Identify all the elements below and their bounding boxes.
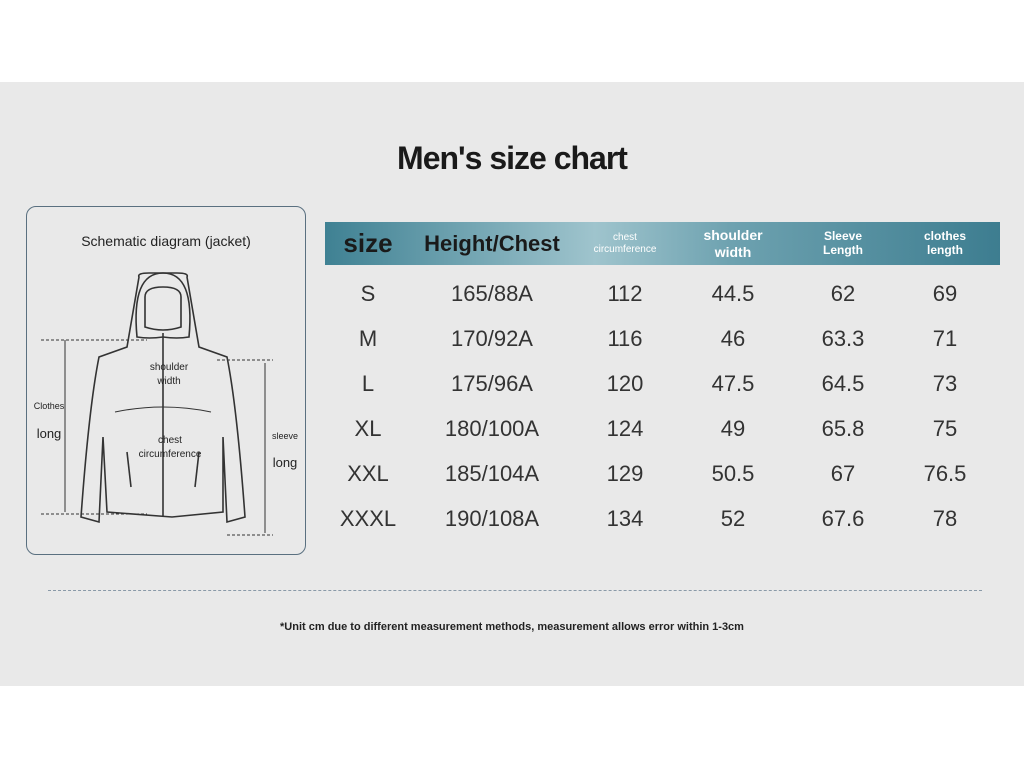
table-cell: S	[360, 281, 376, 306]
column-header: size	[343, 227, 393, 258]
table-cell: 185/104A	[444, 461, 540, 486]
title: Men's size chart	[397, 140, 628, 176]
sleeve-label: sleeve	[271, 431, 298, 441]
table-cell: 52	[720, 506, 746, 531]
table-cell: 47.5	[711, 371, 755, 396]
divider	[48, 590, 982, 591]
table-cell: 134	[606, 506, 644, 531]
footnote: *Unit cm due to different measurement me…	[280, 621, 744, 633]
table-cell: 76.5	[923, 461, 967, 486]
table-cell: 190/108A	[444, 506, 540, 531]
table-cell: 78	[932, 506, 958, 531]
column-header: clothes length	[923, 228, 966, 257]
table-cell: 62	[830, 281, 856, 306]
chest-label: chest circumference	[138, 435, 202, 460]
table-cell: 71	[932, 326, 958, 351]
column-header: shoulder width	[703, 227, 763, 260]
background-band	[0, 82, 1024, 686]
table-cell: 63.3	[821, 326, 865, 351]
table-cell: XL	[354, 416, 382, 441]
table-cell: 180/100A	[444, 416, 540, 441]
table-cell: 67	[830, 461, 856, 486]
table-cell: 44.5	[711, 281, 755, 306]
diagram-panel: Schematic diagram (jacket) shoulder widt…	[26, 206, 306, 555]
table-cell: XXL	[347, 461, 389, 486]
table-cell: 65.8	[821, 416, 865, 441]
jacket-drawing	[41, 272, 273, 536]
table-cell: 170/92A	[451, 326, 533, 351]
table-cell: 73	[932, 371, 958, 396]
table-cell: 64.5	[821, 371, 865, 396]
diagram-title: Schematic diagram (jacket)	[81, 233, 251, 249]
table-cell: 120	[606, 371, 644, 396]
column-header: Height/Chest	[424, 230, 560, 256]
table-cell: 124	[606, 416, 644, 441]
table-cell: L	[361, 371, 375, 396]
table-cell: 49	[720, 416, 746, 441]
shoulder-label: shoulder width	[149, 362, 189, 387]
table-cell: 69	[932, 281, 958, 306]
column-header: chest circumference	[593, 232, 657, 255]
clothes-label: Clothes	[33, 401, 65, 411]
table-cell: M	[358, 326, 378, 351]
table-cell: XXXL	[339, 506, 397, 531]
table-cell: 50.5	[711, 461, 755, 486]
table-cell: 116	[607, 326, 643, 351]
table-cell: 46	[720, 326, 746, 351]
sleeve-long-label: long	[272, 455, 298, 470]
column-header: Sleeve Length	[823, 228, 863, 257]
table-cell: 165/88A	[451, 281, 533, 306]
table-cell: 129	[606, 461, 644, 486]
table-cell: 67.6	[821, 506, 865, 531]
clothes-long-label: long	[36, 426, 62, 441]
table-cell: 75	[932, 416, 958, 441]
table-header: size Height/Chest chest circumference shoul…	[325, 222, 1000, 265]
table-cell: 175/96A	[451, 371, 533, 396]
table-cell: 112	[607, 281, 643, 306]
